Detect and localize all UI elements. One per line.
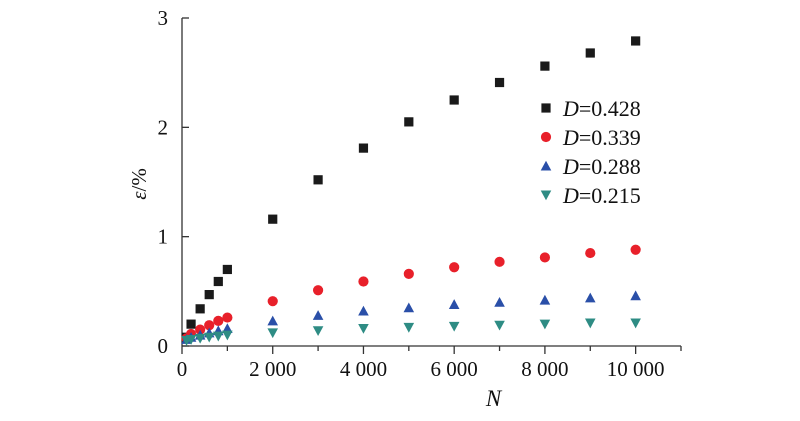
y-axis-title: ε/% (127, 168, 151, 200)
axes (181, 18, 681, 347)
data-point (204, 290, 214, 300)
data-point (448, 299, 460, 309)
data-point (630, 318, 641, 329)
data-point (213, 331, 224, 342)
legend-marker (540, 131, 552, 143)
data-point (449, 95, 459, 105)
data-point (403, 302, 415, 313)
y-axis-title-unit: /% (127, 168, 151, 191)
x-tick-label: 10 000 (607, 357, 665, 381)
data-point (358, 305, 369, 316)
data-point (312, 310, 324, 320)
data-point (630, 244, 641, 255)
data-point (494, 77, 505, 88)
y-tick-label: 2 (158, 115, 169, 139)
legend-label-value: =0.215 (579, 183, 641, 208)
y-tick-label: 3 (158, 6, 169, 30)
data-point (540, 61, 550, 71)
y-tick-label: 1 (158, 225, 169, 249)
data-point (494, 256, 505, 267)
data-point (213, 315, 224, 326)
data-point (585, 247, 596, 259)
data-point (358, 276, 369, 287)
legend-label-value: =0.288 (579, 154, 641, 179)
data-point (312, 326, 324, 336)
series-0215 (181, 318, 641, 346)
data-point (539, 252, 551, 263)
data-point (313, 175, 323, 185)
x-tick-label: 8 000 (521, 357, 568, 381)
x-tick-label: 6 000 (431, 357, 478, 381)
data-point (195, 324, 206, 335)
data-point (404, 117, 414, 127)
y-axis-title-var: ε (127, 191, 151, 200)
data-point (403, 322, 415, 333)
data-point (267, 328, 279, 339)
x-axis-title: N (485, 386, 503, 411)
data-point (539, 319, 551, 330)
legend-label-var: D (562, 125, 579, 150)
legend-marker (540, 160, 552, 171)
series-0288 (181, 290, 641, 344)
data-point (203, 332, 215, 343)
y-ticks: 0 1 2 3 (158, 6, 189, 358)
series-0339 (181, 244, 641, 344)
legend-label: D=0.428 (562, 96, 641, 121)
data-point (213, 276, 223, 287)
x-tick-label: 0 (177, 357, 188, 381)
data-point (494, 320, 505, 331)
data-point (222, 323, 233, 334)
data-point (267, 315, 279, 326)
x-ticks: 0 2 000 4 000 6 000 8 000 10 000 (177, 346, 682, 381)
data-point (222, 312, 233, 323)
legend-label-var: D (562, 154, 579, 179)
legend-marker (540, 190, 552, 201)
data-point (584, 292, 596, 303)
legend-marker (541, 103, 551, 113)
data-point (268, 214, 278, 224)
data-point (194, 333, 206, 344)
legend-label: D=0.215 (562, 183, 641, 208)
x-tick-label: 2 000 (249, 357, 296, 381)
data-point (449, 262, 460, 273)
data-point (539, 294, 551, 305)
data-point (358, 143, 369, 153)
data-point (403, 268, 414, 279)
data-point (222, 330, 233, 341)
data-point (494, 296, 505, 307)
legend-label-value: =0.339 (579, 125, 641, 150)
svg-text:ε/%: ε/% (127, 168, 151, 200)
y-tick-label: 0 (158, 334, 169, 358)
legend-label: D=0.288 (562, 154, 641, 179)
legend-label-var: D (562, 183, 579, 208)
data-points (181, 36, 641, 346)
legend-label: D=0.339 (562, 125, 641, 150)
data-point (186, 319, 196, 329)
data-point (312, 285, 324, 296)
legend-label-value: =0.428 (579, 96, 641, 121)
data-point (631, 36, 641, 46)
data-point (630, 290, 641, 301)
data-point (185, 334, 197, 345)
legend-label-var: D (562, 96, 579, 121)
data-point (195, 304, 205, 314)
data-point (222, 264, 232, 275)
data-point (267, 296, 278, 307)
data-point (584, 318, 596, 329)
x-tick-label: 4 000 (340, 357, 387, 381)
data-point (358, 324, 369, 334)
data-point (204, 320, 215, 331)
data-point (585, 48, 595, 58)
data-point (448, 321, 460, 332)
